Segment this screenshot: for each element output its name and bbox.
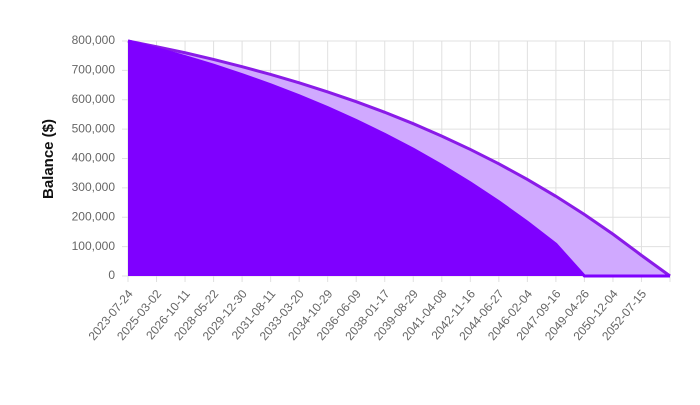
line [127,39,670,278]
area [128,41,670,276]
y-tick-label: 100,000 [72,239,116,253]
y-tick-label: 200,000 [72,209,116,223]
y-tick-label: 300,000 [72,180,116,194]
line [127,39,671,278]
y-axis-title: Balance ($) [40,119,57,199]
y-tick-label: 700,000 [72,63,116,77]
y-tick-label: 0 [108,268,115,282]
y-tick-label: 800,000 [72,33,116,47]
y-tick-label: 400,000 [72,151,116,165]
y-tick-label: 600,000 [72,92,116,106]
y-tick-label: 500,000 [72,121,116,135]
